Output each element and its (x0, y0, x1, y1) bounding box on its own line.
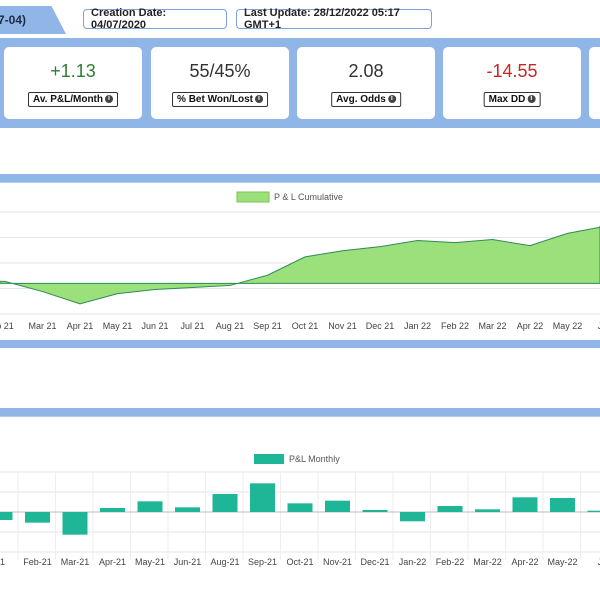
bar[interactable] (62, 512, 88, 535)
x-tick-label: Apr-22 (511, 557, 538, 567)
x-tick-label: Mar-22 (473, 557, 502, 567)
x-tick-label: May 22 (553, 321, 583, 331)
x-tick-label: Apr-21 (99, 557, 126, 567)
x-tick-label: Feb-21 (23, 557, 52, 567)
section-divider (0, 408, 600, 416)
kpi-label-text: % Bet Won/Lost (177, 94, 253, 105)
section-divider (0, 174, 600, 182)
bar[interactable] (550, 498, 575, 512)
x-tick-label: Sep 21 (253, 321, 282, 331)
x-tick-label: May-22 (547, 557, 577, 567)
bar[interactable] (0, 512, 13, 520)
gridlines (0, 471, 600, 560)
x-tick-label: Jun 21 (141, 321, 168, 331)
bar[interactable] (512, 497, 538, 512)
report-tab-label: 7-04) (0, 13, 27, 27)
x-tick-label: Jun (598, 321, 600, 331)
x-tick-label: Dec 21 (366, 321, 395, 331)
x-tick-label: Feb 22 (441, 321, 469, 331)
kpi-card-avg-pl: +1.13 Av. P&L/Month i (4, 47, 142, 119)
info-icon[interactable]: i (527, 95, 536, 104)
x-tick-label: Oct-21 (286, 557, 313, 567)
kpi-label-text: Avg. Odds (336, 94, 386, 105)
legend-swatch (236, 191, 270, 203)
legend-label[interactable]: P & L Cumulative (274, 192, 343, 202)
creation-date-text: Creation Date: 04/07/2020 (91, 7, 167, 31)
x-axis-labels: 21 Feb-21 Mar-21 Apr-21 May-21 Jun-21 Aug-21 Se… (0, 557, 600, 567)
bar[interactable] (400, 512, 425, 522)
section-divider (0, 340, 600, 348)
x-tick-label: Jun-21 (174, 557, 202, 567)
bar[interactable] (250, 483, 275, 512)
x-tick-label: Jan-22 (399, 557, 427, 567)
x-tick-label: Nov 21 (328, 321, 357, 331)
bar[interactable] (100, 508, 125, 512)
creation-date-badge: Creation Date: 04/07/2020 (83, 7, 227, 31)
kpi-label-text: Av. P&L/Month (33, 94, 103, 105)
x-tick-label: Nov-21 (323, 557, 352, 567)
kpi-label-avg-pl[interactable]: Av. P&L/Month i (28, 92, 118, 107)
bar[interactable] (475, 509, 500, 512)
x-tick-label: Feb-22 (436, 557, 465, 567)
kpi-card-avg-odds: 2.08 Avg. Odds i (297, 47, 435, 119)
bar[interactable] (137, 501, 163, 512)
kpi-label-text: Max DD (488, 94, 526, 105)
info-icon[interactable]: i (254, 95, 263, 104)
info-icon[interactable]: i (105, 95, 113, 104)
report-tab[interactable]: 7-04) (0, 6, 66, 34)
bar[interactable] (362, 510, 388, 512)
x-tick-label: Mar 22 (478, 321, 506, 331)
bar[interactable] (437, 506, 463, 512)
x-tick-label: Oct 21 (292, 321, 319, 331)
x-tick-label: Apr 22 (517, 321, 544, 331)
x-tick-label: 21 (0, 557, 5, 567)
kpi-card-bet-won-lost: 55/45% % Bet Won/Lost i (151, 47, 289, 119)
kpi-value-max-dd: -14.55 (486, 61, 538, 81)
bar[interactable] (175, 507, 200, 512)
x-tick-label: May 21 (103, 321, 133, 331)
kpi-label-bet-won-lost[interactable]: % Bet Won/Lost i (172, 92, 268, 107)
kpi-value-avg-odds: 2.08 (348, 61, 384, 81)
cumulative-pl-chart[interactable]: P & L Cumulative b 21 Mar 21 Apr 21 May 21 J… (0, 186, 600, 336)
x-tick-label: Mar 21 (28, 321, 56, 331)
x-tick-label: Aug 21 (216, 321, 245, 331)
kpi-card-partial (589, 47, 600, 119)
cumulative-area (0, 225, 600, 305)
kpi-label-max-dd[interactable]: Max DD i (483, 92, 541, 107)
x-tick-label: Sep-21 (248, 557, 277, 567)
x-tick-label: J (598, 557, 600, 567)
bar[interactable] (287, 503, 313, 512)
legend-label[interactable]: P&L Monthly (289, 454, 340, 464)
x-tick-label: Dec-21 (360, 557, 389, 567)
bar[interactable] (325, 500, 350, 512)
bar[interactable] (212, 494, 238, 512)
x-tick-label: Jan 22 (404, 321, 431, 331)
x-tick-label: Jul 21 (180, 321, 204, 331)
x-tick-label: Apr 21 (67, 321, 94, 331)
legend-swatch (254, 454, 284, 464)
bars (0, 483, 600, 535)
x-tick-label: Aug-21 (210, 557, 239, 567)
bar[interactable] (25, 512, 50, 523)
info-icon[interactable]: i (387, 95, 396, 104)
x-tick-label: b 21 (0, 321, 14, 331)
kpi-value-avg-pl: +1.13 (50, 61, 96, 81)
kpi-label-avg-odds[interactable]: Avg. Odds i (331, 92, 401, 107)
last-update-text: Last Update: 28/12/2022 05:17 GMT+1 (244, 7, 400, 31)
section-divider-thin (0, 182, 600, 183)
section-divider-thin (0, 416, 600, 417)
kpi-card-max-dd: -14.55 Max DD i (443, 47, 581, 119)
monthly-pl-chart[interactable]: P&L Monthly 21 Feb-21 Mar-21 Apr-21 May-21 Ju… (0, 420, 600, 600)
x-tick-label: Mar-21 (61, 557, 90, 567)
kpi-value-bet-won-lost: 55/45% (189, 61, 251, 81)
x-axis-labels: b 21 Mar 21 Apr 21 May 21 Jun 21 Jul 21 Aug 21… (0, 321, 600, 331)
bar[interactable] (587, 510, 600, 512)
x-tick-label: May-21 (135, 557, 165, 567)
last-update-badge: Last Update: 28/12/2022 05:17 GMT+1 (236, 7, 432, 31)
